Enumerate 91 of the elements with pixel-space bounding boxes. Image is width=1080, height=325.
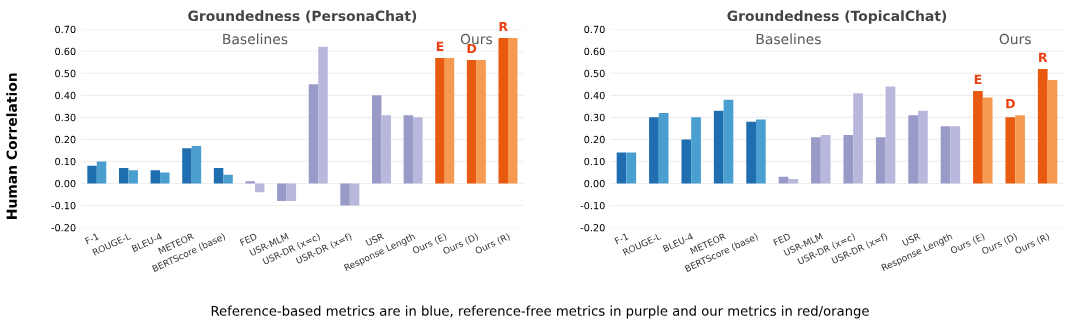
y-axis-title: Human Correlation (6, 73, 17, 219)
bar (277, 183, 287, 202)
bar (96, 161, 107, 184)
y-tick-label: 0.00 (584, 179, 605, 188)
bar (950, 126, 961, 184)
bar (982, 97, 993, 184)
chart-title: Groundedness (TopicalChat) (727, 10, 947, 24)
bar (150, 170, 161, 184)
bar (1015, 115, 1025, 184)
bar (649, 117, 659, 184)
bar (908, 115, 918, 184)
chart-title: Groundedness (PersonaChat) (188, 10, 417, 23)
bar (498, 38, 508, 184)
bar (875, 137, 886, 184)
bar (182, 148, 192, 184)
annotation: D (1006, 99, 1015, 109)
y-tick-label: 0.60 (584, 47, 605, 56)
y-tick-label: 0.50 (584, 69, 605, 78)
annotation: Baselines (223, 33, 288, 45)
bar (626, 152, 637, 184)
bar (286, 183, 297, 202)
bar (476, 60, 486, 184)
bar (507, 38, 518, 184)
bar (885, 86, 896, 184)
bar (820, 134, 831, 184)
bar (318, 46, 328, 184)
y-tick-label: -0.20 (51, 223, 76, 232)
x-tick-label: USR (365, 232, 385, 247)
bar (245, 181, 255, 184)
y-tick-label: 0.70 (55, 25, 76, 34)
bar (811, 137, 821, 184)
bar (973, 90, 983, 184)
bar (413, 117, 423, 184)
bar (371, 95, 382, 184)
y-tick-label: 0.40 (584, 91, 605, 100)
y-tick-label: 0.20 (584, 135, 605, 144)
y-tick-label: 0.10 (55, 157, 76, 166)
annotation: E (974, 74, 982, 84)
bar (746, 121, 756, 184)
bar (756, 119, 766, 184)
x-tick-label: USR (901, 232, 921, 247)
y-tick-label: 0.30 (55, 113, 76, 122)
annotation: Baselines (756, 33, 821, 45)
annotation: R (499, 21, 508, 32)
y-tick-label: 0.00 (55, 179, 76, 188)
bar (435, 57, 445, 184)
bar (788, 179, 799, 184)
y-tick-label: 0.60 (55, 47, 76, 56)
bar (658, 112, 669, 184)
bar (940, 126, 951, 184)
bar (616, 152, 627, 184)
bar (713, 110, 724, 184)
bar (403, 115, 414, 184)
bar (223, 174, 233, 184)
bar (87, 165, 97, 184)
bar (349, 183, 360, 206)
bar (1037, 68, 1048, 184)
y-tick-label: 0.10 (584, 157, 605, 166)
annotation: Ours (460, 33, 493, 45)
y-tick-label: -0.10 (51, 201, 76, 210)
bar (843, 134, 854, 184)
bar (340, 183, 350, 206)
bar (128, 170, 138, 184)
y-tick-label: -0.20 (580, 223, 605, 232)
bar (254, 183, 265, 193)
bar (191, 146, 202, 184)
bar (308, 84, 319, 184)
bar (691, 117, 701, 184)
bar (213, 168, 224, 184)
bar (444, 57, 455, 184)
annotation: R (1039, 52, 1048, 62)
y-tick-label: 0.40 (55, 91, 76, 100)
bar (466, 60, 477, 184)
annotation: D (467, 43, 477, 54)
bar (723, 99, 734, 184)
bar (1005, 117, 1016, 184)
bar (381, 115, 391, 184)
annotation: E (436, 41, 444, 51)
annotation: Ours (999, 33, 1031, 45)
y-tick-label: 0.50 (55, 69, 76, 78)
y-tick-label: -0.10 (580, 201, 605, 210)
bar (853, 93, 863, 184)
bar (1047, 79, 1058, 184)
y-tick-label: 0.30 (584, 113, 605, 122)
text: Reference-based metrics are in blue, reference-free metrics in purple and our metrics in red/orange (211, 305, 869, 319)
y-tick-label: 0.70 (584, 25, 605, 34)
y-tick-label: 0.20 (55, 135, 76, 144)
bar (118, 168, 129, 184)
bar (160, 172, 170, 184)
bar (681, 139, 692, 184)
bar (918, 110, 928, 184)
